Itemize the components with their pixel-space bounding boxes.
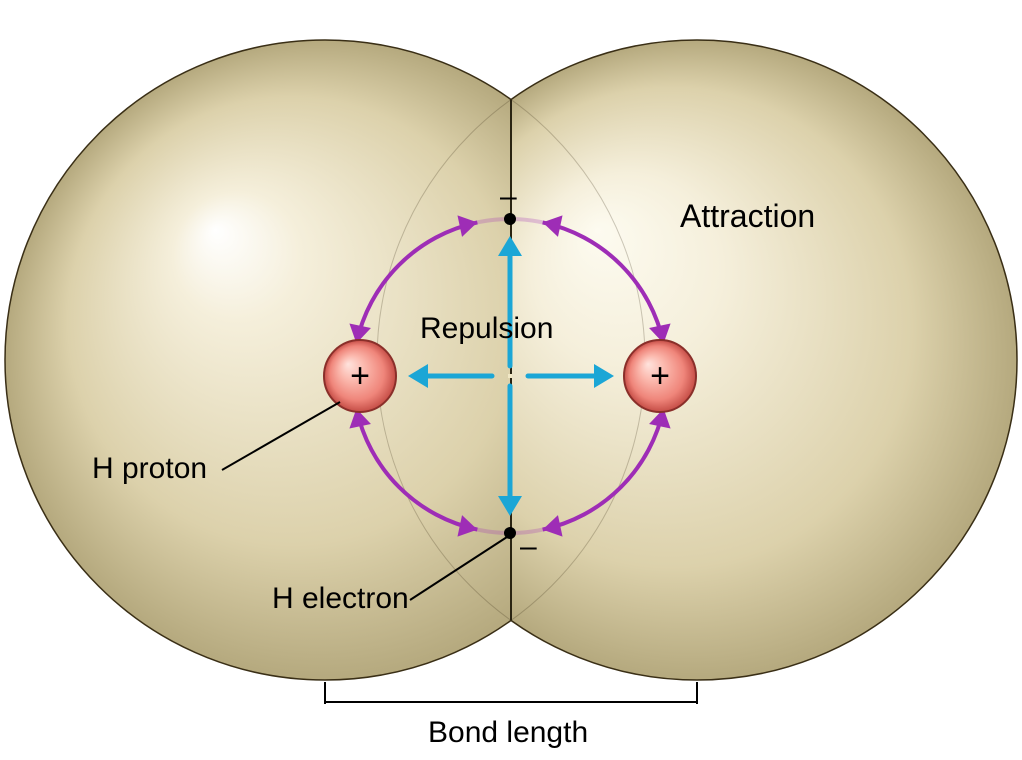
proton-plus-left: +	[350, 357, 370, 395]
diagram-svg: ++	[0, 0, 1022, 760]
minus-bottom: –	[520, 530, 537, 564]
proton-plus-right: +	[650, 357, 670, 395]
label-bond-length: Bond length	[428, 716, 588, 750]
label-attraction: Attraction	[680, 198, 815, 235]
electron-top	[504, 213, 516, 225]
label-h-electron: H electron	[272, 582, 409, 616]
label-h-proton: H proton	[92, 452, 207, 486]
minus-top: –	[500, 180, 517, 214]
diagram-stage: ++ Attraction Repulsion H proton H elect…	[0, 0, 1022, 760]
label-repulsion: Repulsion	[420, 312, 553, 346]
